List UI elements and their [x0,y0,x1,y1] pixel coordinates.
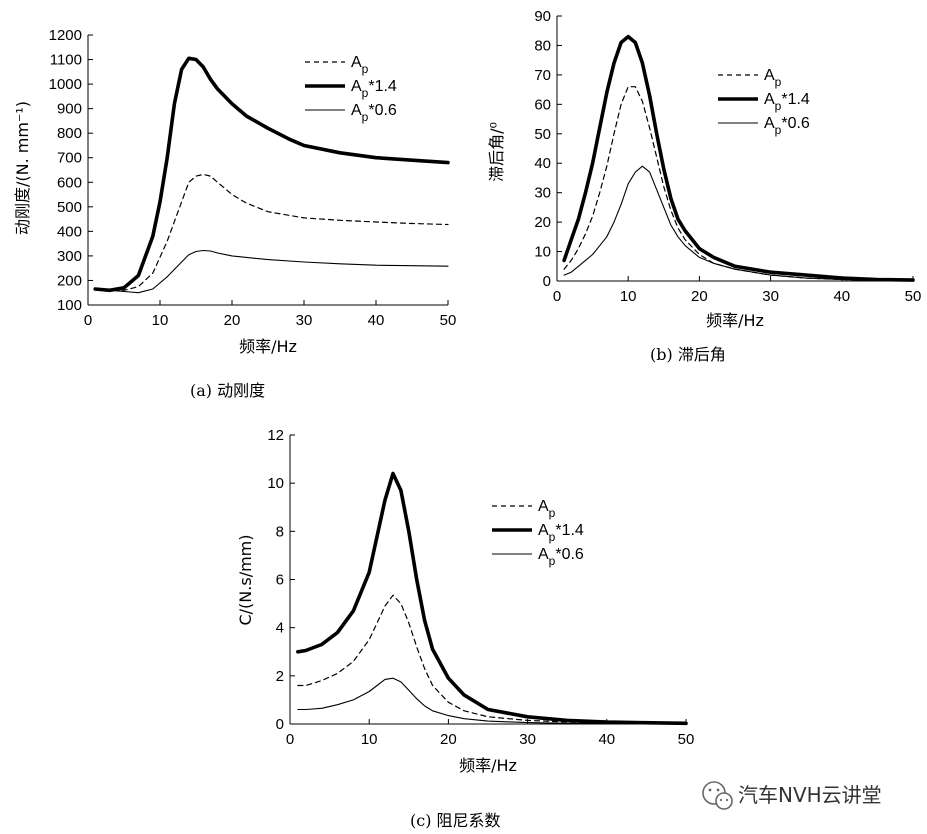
y-tick-label: 100 [57,297,82,314]
x-tick-label: 20 [440,731,457,748]
y-tick-label: 900 [57,101,82,118]
legend-label: Ap*0.6 [351,102,397,124]
x-axis-label: 频率/Hz [706,311,764,330]
watermark: 汽车NVH云讲堂 [702,781,882,810]
legend-label: Ap*1.4 [351,78,397,100]
y-tick-label: 2 [276,668,284,685]
caption-c: (c) 阻尼系数 [410,811,501,830]
y-tick-label: 50 [534,126,551,143]
series-line-dashed [563,86,914,281]
series-line-dashed [297,594,687,725]
x-tick-label: 40 [598,731,615,748]
x-tick-label: 30 [762,288,779,305]
x-tick-label: 50 [678,731,695,748]
y-tick-label: 1200 [49,27,82,44]
y-tick-label: 8 [276,523,284,540]
series-line-thin [94,249,449,294]
series-line-thick [562,34,915,282]
chart-panel-c: (c) 阻尼系数 0 10 20 30 40 50 0 2 4 6 8 10 12 频率/Hz C/(N.s… [236,427,694,830]
y-axis-label: 滞后角/⁰ [487,122,506,182]
y-tick-label: 600 [57,174,82,191]
y-tick-label: 400 [57,223,82,240]
y-tick-label: 30 [534,185,551,202]
y-tick-label: 200 [57,272,82,289]
y-tick-label: 0 [276,716,284,733]
legend-label: Ap*1.4 [538,522,584,544]
series-line-dashed [94,173,449,291]
x-tick-label: 20 [691,288,708,305]
legend-label: Ap [764,67,782,89]
x-axis-label: 频率/Hz [239,337,297,356]
y-tick-label: 60 [534,96,551,113]
legend-label: Ap*0.6 [538,546,584,568]
x-tick-label: 50 [440,312,457,329]
y-tick-label: 700 [57,150,82,167]
y-tick-label: 80 [534,37,551,54]
y-tick-label: 90 [534,8,551,25]
series-line-thick [93,56,450,293]
y-tick-label: 6 [276,572,284,589]
caption-a: (a) 动刚度 [190,381,265,400]
y-tick-label: 1100 [50,52,82,69]
series-line-thin [297,677,687,725]
y-tick-label: 1000 [49,76,82,93]
x-tick-label: 20 [224,312,241,329]
y-tick-label: 0 [543,273,551,290]
x-tick-label: 30 [296,312,313,329]
x-tick-label: 40 [368,312,385,329]
y-tick-label: 4 [276,620,284,637]
y-tick-label: 20 [534,214,551,231]
y-tick-label: 500 [57,199,82,216]
x-tick-label: 0 [84,312,92,329]
x-tick-label: 30 [519,731,536,748]
legend-label: Ap*1.4 [764,91,810,113]
x-axis-label: 频率/Hz [459,756,517,775]
x-tick-label: 50 [905,288,922,305]
x-tick-label: 10 [620,288,637,305]
legend-label: Ap*0.6 [764,115,810,137]
x-tick-label: 10 [361,731,378,748]
x-tick-label: 0 [553,288,561,305]
chart-panel-a: (a) 动刚度 0 10 20 30 40 50 100 200 300 400 500 600 700… [13,27,456,400]
y-axis-label: C/(N.s/mm) [236,535,255,626]
x-tick-label: 10 [152,312,169,329]
series-line-thin [563,165,914,281]
y-tick-label: 300 [57,248,82,265]
y-tick-label: 70 [534,67,551,84]
chart-panel-b: (b) 滞后角 0 10 20 30 40 50 0 10 20 30 40 50 60 70 80 90 频率… [487,8,921,364]
y-tick-label: 10 [534,244,551,261]
y-tick-label: 12 [267,427,284,444]
watermark-text: 汽车NVH云讲堂 [738,783,882,807]
y-tick-label: 40 [534,155,551,172]
x-tick-label: 0 [286,731,294,748]
wechat-icon [702,781,733,810]
y-tick-label: 10 [267,475,284,492]
caption-b: (b) 滞后角 [650,345,726,364]
legend-label: Ap [538,498,556,520]
series-line-thick [296,471,688,726]
y-axis-label: 动刚度/(N. mm⁻¹) [13,101,32,235]
x-tick-label: 40 [833,288,850,305]
y-tick-label: 800 [57,125,82,142]
legend-label: Ap [351,54,369,76]
